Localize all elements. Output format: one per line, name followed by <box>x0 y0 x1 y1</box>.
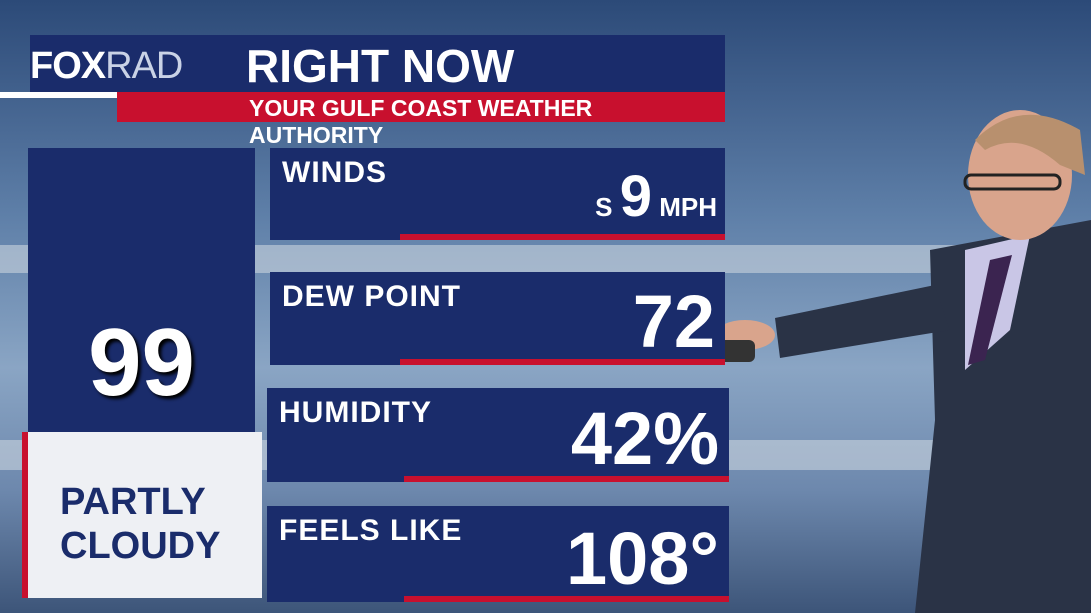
row-label: WINDS <box>282 156 387 189</box>
humidity-row: HUMIDITY 42% <box>267 388 729 482</box>
feels-like-row: FEELS LIKE 108° <box>267 506 729 602</box>
logo-fox: FOX <box>30 45 106 87</box>
row-value: 72 <box>632 280 715 363</box>
row-accent <box>404 476 729 482</box>
title: RIGHT NOW <box>246 40 515 92</box>
row-value: 42% <box>570 397 719 480</box>
row-label: FEELS LIKE <box>279 514 463 547</box>
row-accent <box>400 234 725 240</box>
header-rule <box>0 92 117 98</box>
row-value: S 9 MPH <box>595 163 717 230</box>
row-label: DEW POINT <box>282 280 461 313</box>
temperature-panel: 99 <box>28 148 255 432</box>
wind-speed: 9 <box>619 164 652 229</box>
condition-line: PARTLY <box>60 481 206 523</box>
wind-unit: MPH <box>659 192 717 222</box>
header-box: FOXRAD RIGHT NOW <box>30 35 725 92</box>
winds-row: WINDS S 9 MPH <box>270 148 725 240</box>
subtitle-bar: YOUR GULF COAST WEATHER AUTHORITY <box>117 92 725 148</box>
row-accent <box>400 359 725 365</box>
row-value: 108° <box>565 517 719 600</box>
dew-point-row: DEW POINT 72 <box>270 272 725 365</box>
wind-direction: S <box>595 192 613 222</box>
subtitle: YOUR GULF COAST WEATHER AUTHORITY <box>249 95 593 148</box>
logo-rad: RAD <box>105 45 183 87</box>
row-accent <box>404 596 729 602</box>
condition: PARTLY CLOUDY <box>60 480 220 568</box>
condition-line: CLOUDY <box>60 525 221 567</box>
row-label: HUMIDITY <box>279 396 432 429</box>
temperature: 99 <box>88 309 195 416</box>
logo: FOXRAD <box>30 45 183 88</box>
presenter <box>710 110 1091 613</box>
condition-panel: PARTLY CLOUDY <box>22 432 262 598</box>
